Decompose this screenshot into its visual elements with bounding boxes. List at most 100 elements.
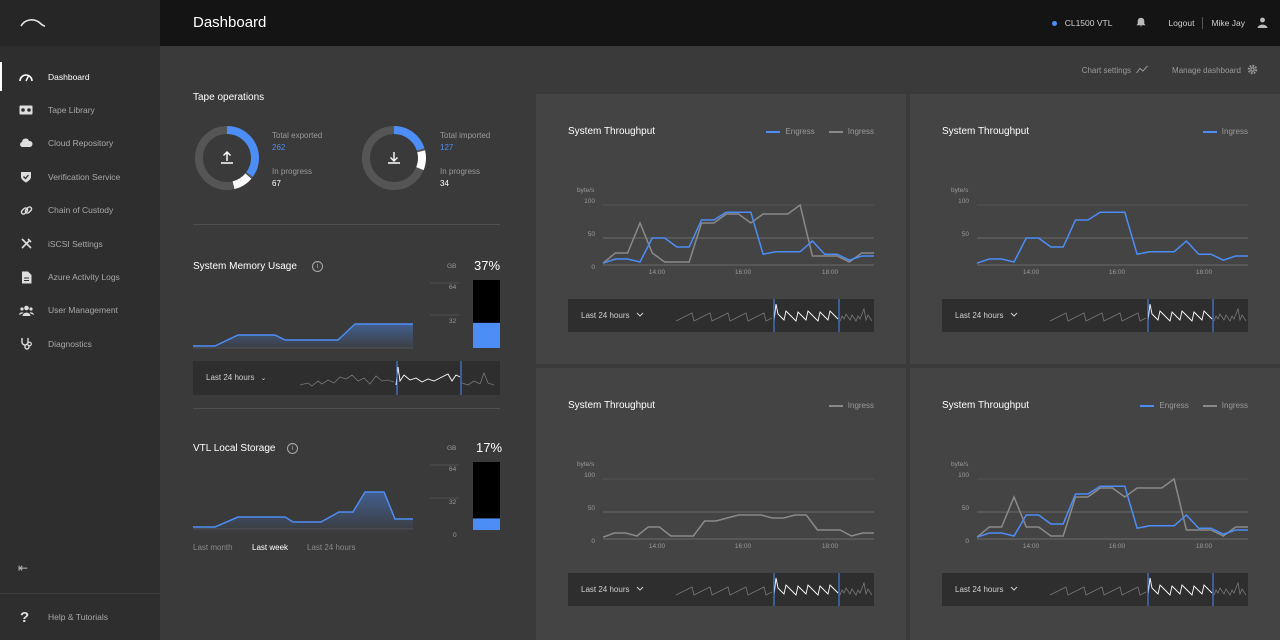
range-dropdown[interactable]: Last 24 hours <box>955 311 1003 320</box>
sidebar-item-label: User Management <box>48 305 118 316</box>
chart-settings-icon[interactable] <box>1136 65 1148 76</box>
collapse-sidebar-button[interactable]: ⇤ <box>18 561 29 575</box>
series-line-ingress <box>976 477 1248 538</box>
page-title: Dashboard <box>193 14 267 31</box>
user-name[interactable]: Mike Jay <box>1211 18 1245 28</box>
memory-tick-64: 64 <box>449 284 457 291</box>
sidebar-item-cloud-repository[interactable]: Cloud Repository <box>0 127 160 160</box>
memory-range-selector[interactable]: Last 24 hours ⌄ <box>193 361 500 395</box>
panel-title: System Throughput <box>568 126 656 137</box>
exported-progress-label: In progress <box>272 167 313 176</box>
series-line-engress <box>602 211 874 264</box>
range-dropdown[interactable]: Last 24 hours <box>581 585 629 594</box>
sidebar-item-label: iSCSI Settings <box>48 238 103 249</box>
y-axis-unit: byte/s <box>577 461 595 468</box>
legend-label: Engress <box>785 127 815 136</box>
imported-progress-value: 34 <box>440 179 449 188</box>
legend-swatch <box>1202 130 1217 133</box>
period-last-month[interactable]: Last month <box>193 543 233 552</box>
legend-swatch <box>828 130 843 133</box>
help-tutorials-item[interactable]: ? Help & Tutorials <box>0 593 160 640</box>
range-dropdown[interactable]: Last 24 hours <box>581 311 629 320</box>
range-sparkline-selected <box>1147 577 1213 596</box>
x-tick-label: 16:00 <box>1109 543 1126 550</box>
x-tick-label: 18:00 <box>1196 269 1213 276</box>
chart-legend: Ingress <box>815 401 874 410</box>
range-dropdown[interactable]: Last 24 hours <box>955 585 1003 594</box>
exported-value: 262 <box>272 143 286 152</box>
y-tick-label: 50 <box>588 231 596 238</box>
memory-range-dropdown[interactable]: Last 24 hours ⌄ <box>206 373 267 382</box>
sidebar-item-user-management[interactable]: User Management <box>0 294 160 327</box>
sidebar-item-verification-service[interactable]: Verification Service <box>0 160 160 193</box>
storage-unit: GB <box>447 445 457 452</box>
period-last-24-hours[interactable]: Last 24 hours <box>307 543 356 552</box>
storage-tick-64: 64 <box>449 466 457 473</box>
device-name[interactable]: CL1500 VTL <box>1064 18 1113 28</box>
y-axis-unit: byte/s <box>951 461 969 468</box>
document-icon <box>18 269 34 285</box>
logo[interactable] <box>0 0 160 46</box>
legend-item[interactable]: Engress <box>1140 401 1189 410</box>
range-sparkline <box>1213 581 1247 596</box>
legend-swatch <box>828 404 843 407</box>
legend-swatch <box>1140 404 1155 407</box>
legend-label: Ingress <box>1221 401 1248 410</box>
sidebar-item-diagnostics[interactable]: Diagnostics <box>0 327 160 360</box>
gear-icon[interactable] <box>1247 64 1258 77</box>
range-sparkline <box>839 307 873 322</box>
exported-label: Total exported <box>272 131 323 140</box>
legend-label: Ingress <box>1221 127 1248 136</box>
legend-item[interactable]: Ingress <box>1202 127 1248 136</box>
dashboard-toolbar: Chart settings Manage dashboard <box>1082 64 1258 77</box>
chart-settings-button[interactable]: Chart settings <box>1081 66 1132 75</box>
storage-gauge-fill <box>473 518 500 530</box>
memory-info-icon[interactable]: i <box>312 261 323 272</box>
divider <box>193 224 500 225</box>
sidebar-item-chain-of-custody[interactable]: Chain of Custody <box>0 194 160 227</box>
chart-legend: Engress Ingress <box>1126 401 1248 410</box>
legend-item[interactable]: Ingress <box>828 127 874 136</box>
x-tick-label: 16:00 <box>735 543 752 550</box>
sidebar-item-azure-activity-logs[interactable]: Azure Activity Logs <box>0 260 160 293</box>
divider <box>193 408 500 409</box>
sidebar-item-tape-library[interactable]: Tape Library <box>0 93 160 126</box>
x-tick-label: 14:00 <box>649 269 666 276</box>
legend-label: Ingress <box>847 401 874 410</box>
y-axis-unit: byte/s <box>577 187 595 194</box>
sidebar-item-iscsi-settings[interactable]: iSCSI Settings <box>0 227 160 260</box>
user-icon[interactable] <box>1257 17 1268 30</box>
logout-link[interactable]: Logout <box>1168 18 1195 28</box>
y-axis-unit: byte/s <box>951 187 969 194</box>
period-last-week[interactable]: Last week <box>252 543 289 552</box>
storage-title: VTL Local Storage <box>193 443 276 454</box>
storage-tick-32: 32 <box>449 499 457 506</box>
storage-percent: 17% <box>476 440 503 455</box>
memory-sparkline[interactable] <box>298 361 498 395</box>
throughput-panel-1: System Throughput Engress Ingress byte/s 100… <box>536 94 906 364</box>
legend-item[interactable]: Engress <box>766 127 815 136</box>
sidebar-item-dashboard[interactable]: Dashboard <box>0 60 160 93</box>
bell-icon[interactable] <box>1136 17 1147 29</box>
throughput-chart: byte/s 100 50 14:00 16:00 18:00 Last 24 hours <box>942 187 1248 332</box>
logo-icon <box>20 19 46 27</box>
y-tick-label: 100 <box>958 198 969 205</box>
legend-label: Ingress <box>847 127 874 136</box>
range-sparkline <box>675 312 773 322</box>
panel-title: System Throughput <box>942 126 1030 137</box>
exported-progress-arc <box>195 126 259 190</box>
sidebar-item-label: Verification Service <box>48 171 121 182</box>
imported-donut <box>362 126 426 190</box>
sidebar-item-label: Chain of Custody <box>48 205 114 216</box>
upload-icon <box>221 151 233 164</box>
storage-info-icon[interactable]: i <box>287 443 298 454</box>
panel-title: System Throughput <box>942 400 1030 411</box>
tools-icon <box>18 236 34 252</box>
legend-item[interactable]: Ingress <box>1202 401 1248 410</box>
manage-dashboard-button[interactable]: Manage dashboard <box>1172 66 1241 75</box>
sidebar-item-label: Diagnostics <box>48 338 92 349</box>
series-line-ingress <box>602 203 874 264</box>
range-sparkline-selected <box>773 303 839 322</box>
device-status-dot <box>1051 20 1057 26</box>
legend-item[interactable]: Ingress <box>828 401 874 410</box>
